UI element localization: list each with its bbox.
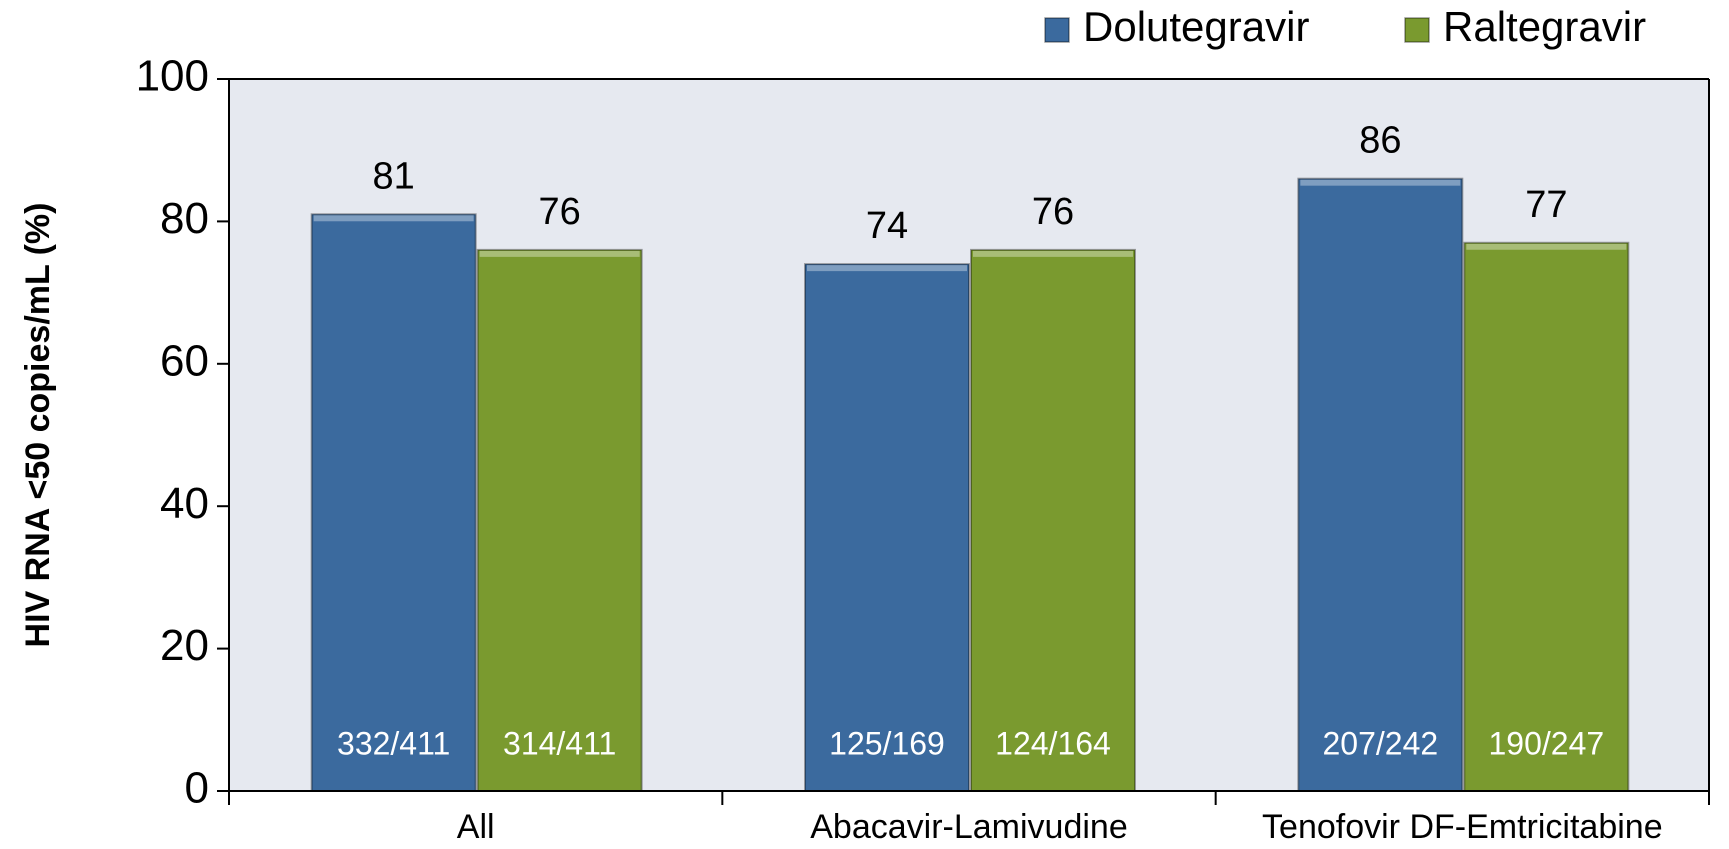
count-label: 332/411	[337, 725, 450, 761]
value-label: 76	[1032, 191, 1074, 233]
value-label: 74	[866, 205, 908, 247]
value-label: 77	[1525, 184, 1567, 226]
legend-label: Dolutegravir	[1083, 3, 1309, 50]
x-tick-label: All	[457, 808, 495, 846]
count-label: 207/242	[1322, 725, 1438, 761]
bar-bevel	[1466, 243, 1627, 250]
bar	[476, 248, 643, 792]
y-tick-label: 40	[160, 479, 209, 528]
x-tick-label: Tenofovir DF-Emtricitabine	[1262, 808, 1663, 846]
x-tick-label: Abacavir-Lamivudine	[810, 808, 1128, 846]
y-axis-label: HIV RNA <50 copies/mL (%)	[19, 203, 57, 648]
bar-bevel	[807, 265, 967, 272]
y-tick-label: 60	[160, 336, 209, 385]
count-label: 124/164	[995, 725, 1111, 761]
count-label: 125/169	[829, 725, 945, 761]
bar-bevel	[479, 250, 640, 257]
bar-bevel	[973, 250, 1133, 257]
legend-label: Raltegravir	[1443, 3, 1646, 50]
legend-swatch	[1404, 17, 1430, 43]
count-label: 314/411	[503, 725, 616, 761]
y-tick-label: 100	[136, 52, 209, 101]
bar-bevel	[1300, 179, 1461, 186]
count-label: 190/247	[1488, 725, 1604, 761]
legend-swatch	[1044, 17, 1070, 43]
y-tick-label: 80	[160, 194, 209, 243]
bar	[1297, 177, 1464, 792]
value-label: 81	[373, 155, 415, 197]
bar-bevel	[313, 215, 474, 222]
bar	[1463, 241, 1630, 792]
value-label: 76	[539, 191, 581, 233]
y-tick-label: 20	[160, 621, 209, 670]
value-label: 86	[1359, 120, 1401, 162]
bar	[970, 248, 1136, 792]
y-tick-label: 0	[185, 764, 209, 813]
bar	[310, 213, 477, 792]
bar	[804, 263, 970, 792]
